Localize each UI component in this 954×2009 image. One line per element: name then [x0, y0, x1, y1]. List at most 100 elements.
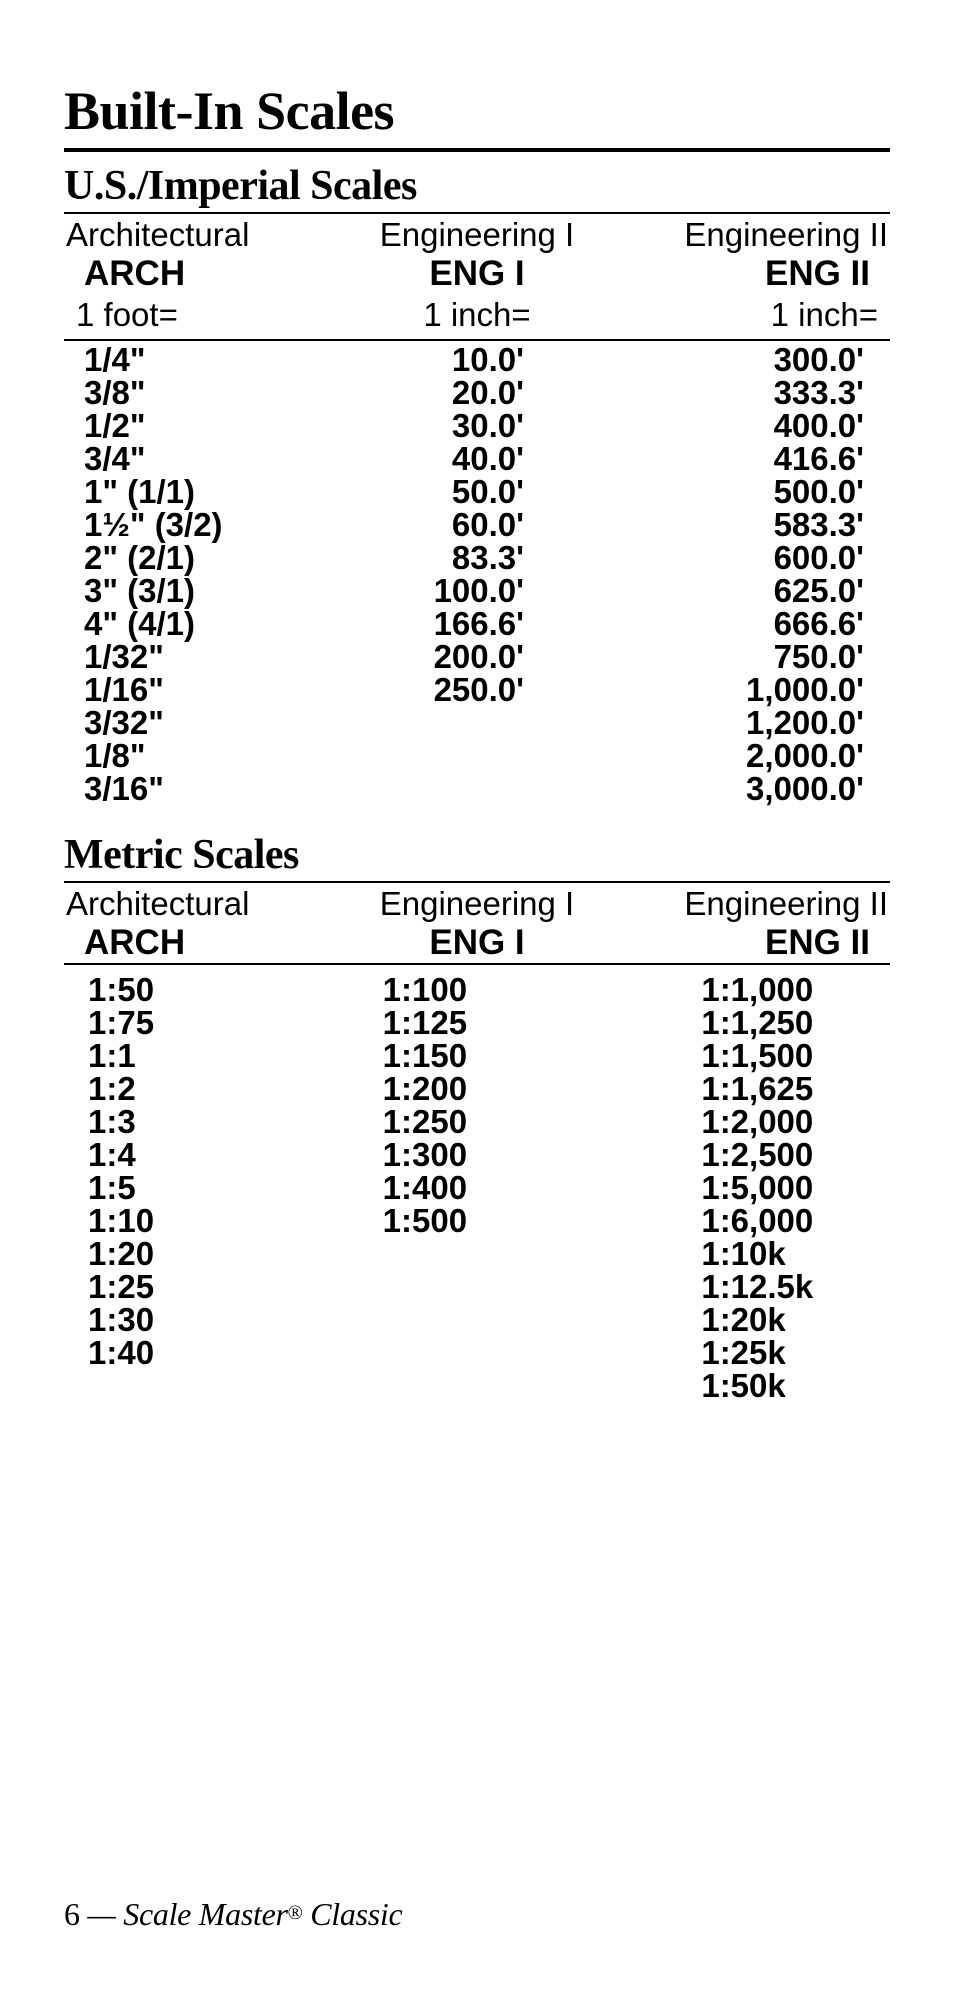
table-cell: [304, 706, 644, 739]
table-cell: 3/16": [64, 772, 304, 805]
content: Built-In Scales U.S./Imperial Scales Arc…: [64, 80, 890, 1402]
table-cell: 1:2,500: [571, 1138, 890, 1171]
table-cell: 1:20k: [571, 1303, 890, 1336]
table-row: 3" (3/1)100.0'625.0': [64, 574, 890, 607]
table-cell: 1:4: [64, 1138, 277, 1171]
table-cell: 100.0': [304, 574, 644, 607]
table-cell: 1:150: [277, 1039, 572, 1072]
table-cell: 1:40: [64, 1336, 277, 1369]
table-cell: 1:2: [64, 1072, 277, 1105]
table-row: 1:21:2001:1,625: [64, 1072, 890, 1105]
imperial-heading: U.S./Imperial Scales: [64, 162, 890, 210]
table-cell: 300.0': [644, 343, 890, 376]
table-cell: 750.0': [644, 640, 890, 673]
table-cell: 1:100: [277, 973, 572, 1006]
table-cell: 1:3: [64, 1105, 277, 1138]
table-cell: [277, 1336, 572, 1369]
table-cell: [277, 1237, 572, 1270]
table-cell: 1:10: [64, 1204, 277, 1237]
table-cell: 1:2,000: [571, 1105, 890, 1138]
table-cell: 200.0': [304, 640, 644, 673]
table-cell: 1:500: [277, 1204, 572, 1237]
col-label: Engineering I: [340, 885, 614, 923]
table-row: 3/32" 1,200.0': [64, 706, 890, 739]
table-row: 1/8" 2,000.0': [64, 739, 890, 772]
table-cell: 1/2": [64, 409, 304, 442]
table-cell: 83.3': [304, 541, 644, 574]
table-row: 1:101:5001:6,000: [64, 1204, 890, 1237]
table-cell: 500.0': [644, 475, 890, 508]
table-row: 3/16" 3,000.0': [64, 772, 890, 805]
table-row: 1:11:1501:1,500: [64, 1039, 890, 1072]
table-row: 1" (1/1)50.0'500.0': [64, 475, 890, 508]
col-code: ENG I: [346, 923, 608, 963]
footer-page-number: 6: [64, 1896, 80, 1932]
table-row: 1:20 1:10k: [64, 1237, 890, 1270]
table-row: 1:51:4001:5,000: [64, 1171, 890, 1204]
col-unit: 1 inch=: [343, 294, 610, 337]
table-cell: [304, 772, 644, 805]
table-cell: 1:5: [64, 1171, 277, 1204]
table-cell: 60.0': [304, 508, 644, 541]
table-cell: 1:20: [64, 1237, 277, 1270]
table-row: 1:31:2501:2,000: [64, 1105, 890, 1138]
table-cell: 1/8": [64, 739, 304, 772]
table-cell: 416.6': [644, 442, 890, 475]
table-cell: 1:300: [277, 1138, 572, 1171]
table-cell: 2" (2/1): [64, 541, 304, 574]
table-cell: 666.6': [644, 607, 890, 640]
table-cell: 3/4": [64, 442, 304, 475]
table-cell: 3" (3/1): [64, 574, 304, 607]
col-label: Architectural: [64, 885, 340, 923]
table-cell: 1:50k: [571, 1369, 890, 1402]
table-cell: 333.3': [644, 376, 890, 409]
table-cell: 583.3': [644, 508, 890, 541]
table-cell: 40.0': [304, 442, 644, 475]
col-unit: 1 inch=: [611, 294, 890, 337]
table-row: 1:41:3001:2,500: [64, 1138, 890, 1171]
rule-imperial-top: [64, 212, 890, 214]
table-cell: 1:12.5k: [571, 1270, 890, 1303]
rule-metric-top: [64, 881, 890, 883]
registered-icon: ®: [288, 1902, 303, 1924]
page: Built-In Scales U.S./Imperial Scales Arc…: [0, 0, 954, 2009]
table-cell: 2,000.0': [644, 739, 890, 772]
table-cell: 1:1,250: [571, 1006, 890, 1039]
col-code: ARCH: [64, 254, 346, 294]
imperial-col-labels: Architectural Engineering I Engineering …: [64, 216, 890, 254]
col-label: Architectural: [64, 216, 340, 254]
table-row: 1/32"200.0'750.0': [64, 640, 890, 673]
table-row: 1:40 1:25k: [64, 1336, 890, 1369]
table-cell: 1:1,625: [571, 1072, 890, 1105]
rule-metric-mid: [64, 963, 890, 965]
table-row: 2" (2/1)83.3'600.0': [64, 541, 890, 574]
table-cell: 20.0': [304, 376, 644, 409]
table-cell: 3/8": [64, 376, 304, 409]
table-cell: 1" (1/1): [64, 475, 304, 508]
table-cell: 3,000.0': [644, 772, 890, 805]
metric-col-labels: Architectural Engineering I Engineering …: [64, 885, 890, 923]
imperial-col-units: 1 foot= 1 inch= 1 inch=: [64, 294, 890, 337]
table-row: 1/4"10.0'300.0': [64, 343, 890, 376]
table-cell: 50.0': [304, 475, 644, 508]
page-footer: 6 — Scale Master® Classic: [64, 1896, 402, 1933]
table-cell: 1:5,000: [571, 1171, 890, 1204]
page-title: Built-In Scales: [64, 80, 890, 142]
footer-product-prefix: Scale Master: [123, 1896, 287, 1932]
col-code: ENG II: [608, 923, 890, 963]
table-cell: 1,200.0': [644, 706, 890, 739]
table-cell: 1:25k: [571, 1336, 890, 1369]
table-cell: 3/32": [64, 706, 304, 739]
table-cell: 1:6,000: [571, 1204, 890, 1237]
table-cell: 30.0': [304, 409, 644, 442]
table-cell: 250.0': [304, 673, 644, 706]
table-cell: 625.0': [644, 574, 890, 607]
footer-separator: —: [80, 1896, 124, 1932]
col-code: ENG I: [346, 254, 608, 294]
table-cell: 1:10k: [571, 1237, 890, 1270]
col-label: Engineering I: [340, 216, 614, 254]
table-cell: 1/16": [64, 673, 304, 706]
metric-col-codes: ARCH ENG I ENG II: [64, 923, 890, 963]
table-cell: 1,000.0': [644, 673, 890, 706]
table-cell: 4" (4/1): [64, 607, 304, 640]
